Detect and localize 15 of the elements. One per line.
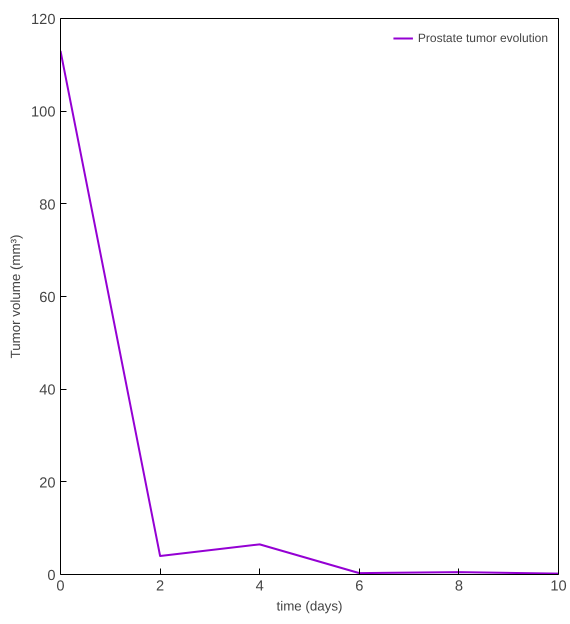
x-tick-label: 6 xyxy=(355,578,364,594)
x-tick-label: 2 xyxy=(156,578,164,594)
x-tick-label: 8 xyxy=(454,578,463,594)
y-tick-label: 120 xyxy=(31,12,56,28)
y-tick-label: 80 xyxy=(39,197,56,214)
x-axis-title: time (days) xyxy=(276,598,342,614)
legend-label: Prostate tumor evolution xyxy=(418,31,548,45)
y-tick-label: 20 xyxy=(39,475,56,492)
y-axis-title: Tumor volume (mm³) xyxy=(8,234,24,358)
x-tick-label: 4 xyxy=(256,578,264,594)
y-tick-label: 0 xyxy=(47,568,56,584)
y-tick-label: 40 xyxy=(39,382,56,399)
x-tick-label: 10 xyxy=(550,578,567,594)
y-tick-label: 100 xyxy=(31,104,56,121)
y-tick-label: 60 xyxy=(39,290,56,306)
